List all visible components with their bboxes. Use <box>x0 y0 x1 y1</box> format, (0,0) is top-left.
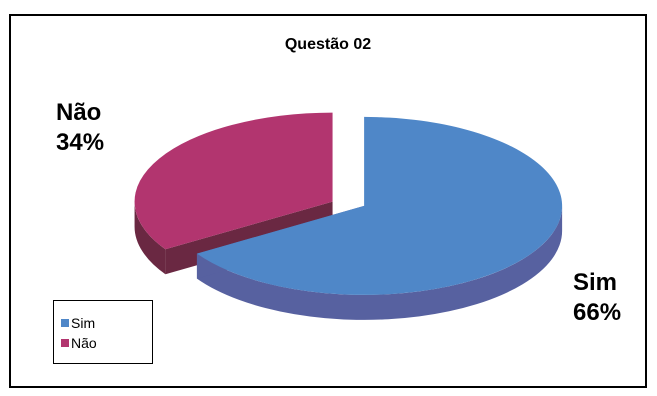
slice-sim-top <box>196 116 563 295</box>
slice-sim-side <box>196 205 563 320</box>
slice-sim <box>196 116 563 320</box>
label-nao: Não 34% <box>56 98 104 158</box>
legend-swatch-sim <box>61 319 69 327</box>
slice-no-side <box>134 201 166 275</box>
label-sim: Sim 66% <box>573 268 621 328</box>
label-nao-percent: 34% <box>56 129 105 156</box>
legend-swatch-nao <box>61 339 69 347</box>
chart-frame: Questão 02 Não 34% Sim 66% Sim Não <box>9 14 647 388</box>
legend-label-sim: Sim <box>71 315 96 331</box>
pie-chart <box>134 112 563 320</box>
legend-item-sim: Sim <box>61 313 152 333</box>
label-sim-percent: 66% <box>573 299 622 326</box>
slice-no-top <box>134 112 333 250</box>
chart-title: Questão 02 <box>284 36 372 53</box>
legend-label-nao: Não <box>71 335 97 351</box>
label-sim-name: Sim <box>573 269 618 296</box>
label-nao-name: Não <box>56 99 102 126</box>
legend: Sim Não <box>53 300 153 364</box>
legend-item-nao: Não <box>61 333 152 353</box>
